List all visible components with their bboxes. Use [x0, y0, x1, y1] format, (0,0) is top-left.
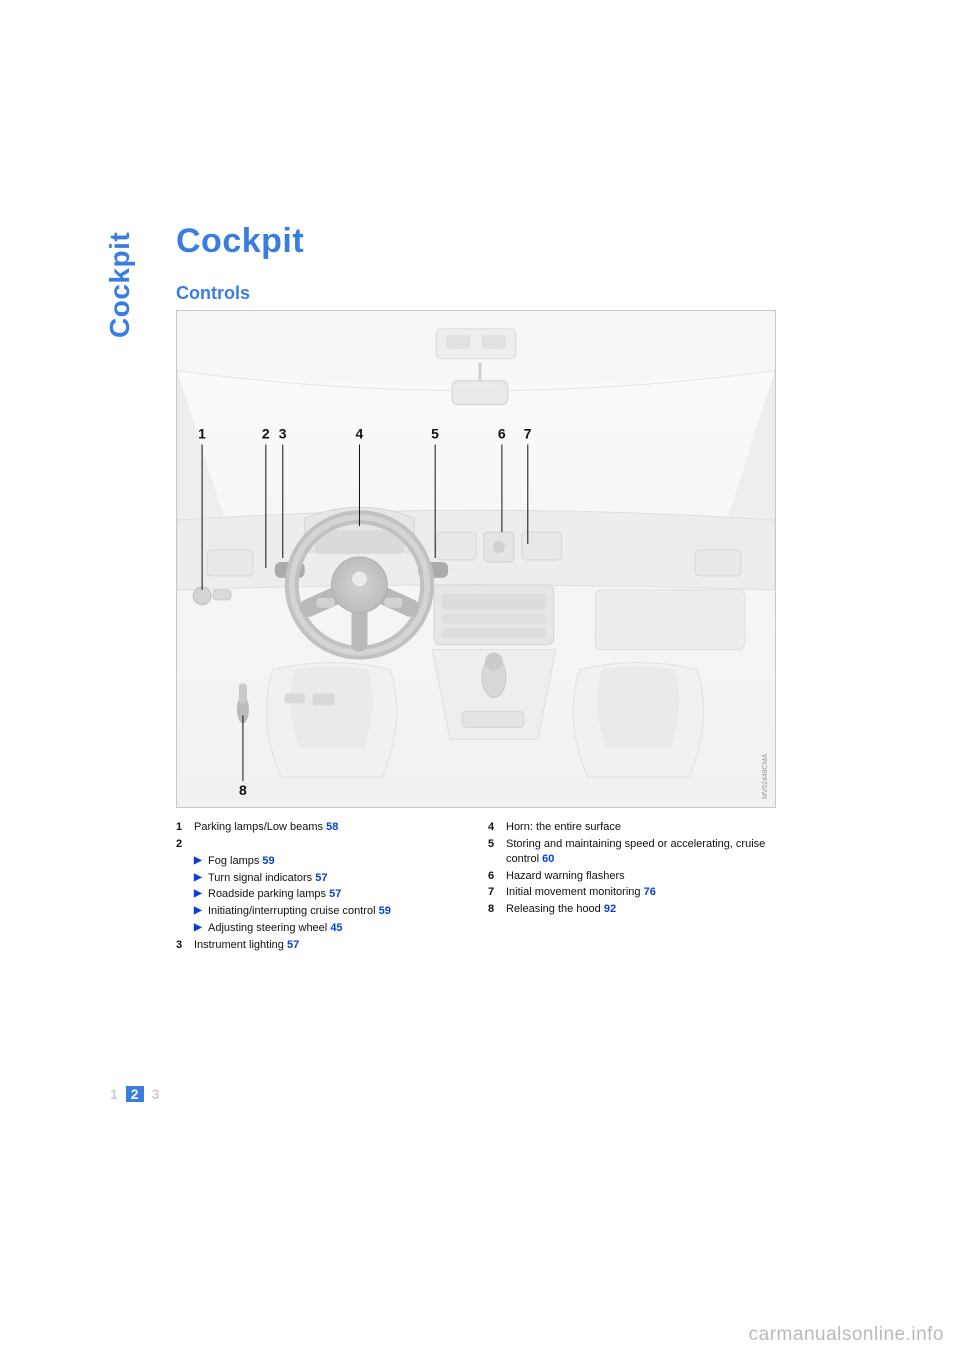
svg-text:7: 7: [524, 425, 532, 441]
bullet-arrow-icon: ▶: [194, 871, 208, 886]
legend-sub-item: ▶ Fog lamps 59: [176, 854, 464, 869]
legend-item: 3 Instrument lighting 57: [176, 938, 464, 953]
legend-item: 7 Initial movement monitoring 76: [488, 885, 776, 900]
paginator-current: 2: [126, 1086, 144, 1102]
cockpit-diagram: 1 2 3 4 5 6 7 8 MV02448CMA: [176, 310, 776, 808]
legend-item: 1 Parking lamps/Low beams 58: [176, 820, 464, 835]
page-ref-link[interactable]: 76: [644, 886, 656, 898]
watermark: carmanualsonline.info: [749, 1324, 944, 1346]
page-ref-link[interactable]: 45: [330, 922, 342, 934]
page-paginator: 1 2 3: [110, 1086, 159, 1102]
legend-item: 4 Horn: the entire surface: [488, 820, 776, 835]
svg-text:2: 2: [262, 425, 270, 441]
paginator-next[interactable]: 3: [152, 1086, 160, 1102]
legend-number: 2: [176, 837, 194, 852]
legend-sub-item: ▶ Initiating/interrupting cruise control…: [176, 904, 464, 919]
page-title: Cockpit: [176, 222, 304, 261]
legend-number: 1: [176, 820, 194, 835]
legend-number: 5: [488, 837, 506, 867]
svg-text:8: 8: [239, 782, 247, 798]
legend-left-column: 1 Parking lamps/Low beams 58 2 ▶ Fog lam…: [176, 820, 464, 955]
svg-text:1: 1: [198, 425, 206, 441]
legend-text: Parking lamps/Low beams 58: [194, 820, 464, 835]
legend-text: Adjusting steering wheel 45: [208, 921, 464, 936]
legend-sub-item: ▶ Adjusting steering wheel 45: [176, 921, 464, 936]
svg-text:4: 4: [355, 425, 363, 441]
side-tab-label: Cockpit: [104, 232, 136, 338]
legend-text: Hazard warning flashers: [506, 869, 776, 884]
legend-text: Instrument lighting 57: [194, 938, 464, 953]
image-credit: MV02448CMA: [762, 753, 769, 799]
paginator-prev[interactable]: 1: [110, 1086, 118, 1102]
svg-text:5: 5: [431, 425, 439, 441]
page-ref-link[interactable]: 59: [379, 905, 391, 917]
page-ref-link[interactable]: 57: [287, 939, 299, 951]
legend-item: 5 Storing and maintaining speed or accel…: [488, 837, 776, 867]
cockpit-illustration: 1 2 3 4 5 6 7 8 MV02448CMA: [177, 311, 775, 807]
legend-number: 8: [488, 902, 506, 917]
bullet-arrow-icon: ▶: [194, 904, 208, 919]
legend-text: Initiating/interrupting cruise control 5…: [208, 904, 464, 919]
legend-text: Roadside parking lamps 57: [208, 887, 464, 902]
bullet-arrow-icon: ▶: [194, 887, 208, 902]
legend-text: Storing and maintaining speed or acceler…: [506, 837, 776, 867]
legend-sub-item: ▶ Turn signal indicators 57: [176, 871, 464, 886]
legend-text: Fog lamps 59: [208, 854, 464, 869]
page-ref-link[interactable]: 59: [262, 855, 274, 867]
page-ref-link[interactable]: 57: [329, 888, 341, 900]
page-ref-link[interactable]: 60: [542, 853, 554, 865]
legend-number: 6: [488, 869, 506, 884]
legend-text: Horn: the entire surface: [506, 820, 776, 835]
svg-text:3: 3: [279, 425, 287, 441]
legend-number: 4: [488, 820, 506, 835]
legend-number: 3: [176, 938, 194, 953]
page-ref-link[interactable]: 92: [604, 903, 616, 915]
legend-item: 2: [176, 837, 464, 852]
page-ref-link[interactable]: 57: [315, 872, 327, 884]
bullet-arrow-icon: ▶: [194, 854, 208, 869]
legend-sub-item: ▶ Roadside parking lamps 57: [176, 887, 464, 902]
legend-text: Releasing the hood 92: [506, 902, 776, 917]
legend-item: 8 Releasing the hood 92: [488, 902, 776, 917]
section-heading: Controls: [176, 283, 250, 304]
legend-text: Initial movement monitoring 76: [506, 885, 776, 900]
legend-item: 6 Hazard warning flashers: [488, 869, 776, 884]
legend-right-column: 4 Horn: the entire surface 5 Storing and…: [488, 820, 776, 955]
legend-number: 7: [488, 885, 506, 900]
controls-legend: 1 Parking lamps/Low beams 58 2 ▶ Fog lam…: [176, 820, 776, 955]
legend-text: Turn signal indicators 57: [208, 871, 464, 886]
legend-text: [194, 837, 464, 852]
bullet-arrow-icon: ▶: [194, 921, 208, 936]
page-ref-link[interactable]: 58: [326, 821, 338, 833]
svg-text:6: 6: [498, 425, 506, 441]
